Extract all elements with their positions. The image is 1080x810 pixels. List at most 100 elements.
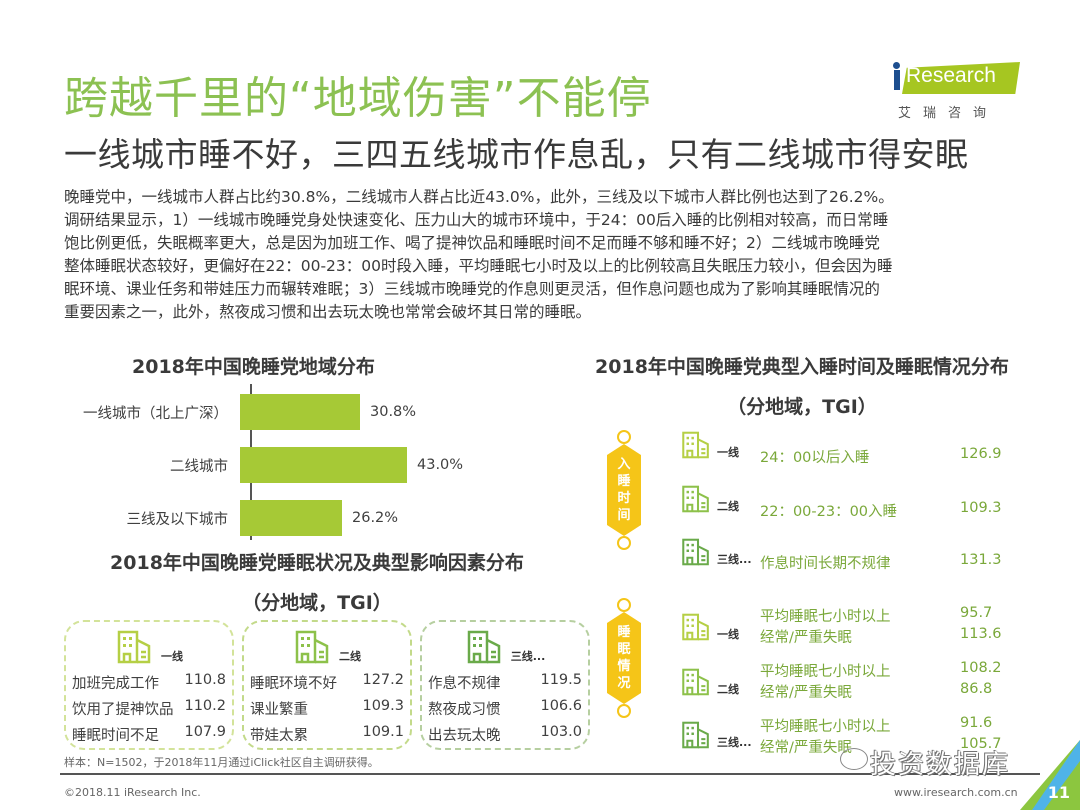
sleep-time-value: 131.3 [960,552,1002,568]
copyright: ©2018.11 iResearch Inc. [64,786,201,799]
logo-text: Research [906,64,996,87]
sleep-status-row-tier3: 三线... [680,718,761,752]
badge-char: 眠 [617,642,631,657]
bar-label: 一线城市（北上广深） [83,405,228,422]
summary-paragraph: 晚睡党中，一线城市人群占比约30.8%，二线城市人群占比近43.0%，此外，三线… [64,186,1024,324]
building-icon [295,630,329,664]
sleep-status-value: 108.2 [960,660,1002,676]
card-header: 三线... [422,630,588,664]
sleep-time-label: 24：00以后入睡 [760,450,870,466]
logo-cn: 艾瑞咨询 [898,106,999,121]
region-chart-title: 2018年中国晚睡党地域分布 [132,356,375,378]
bar-row-tier2: 二线城市 43.0% [60,447,463,483]
sleep-status-row-tier2: 二线 [680,665,761,699]
factor-value: 119.5 [540,672,582,688]
building-icon [682,613,709,641]
badge-char: 情 [617,659,631,674]
paragraph-line: 眠环境、课业任务和带娃压力而辗转难眠；3）三线城市晚睡党的作息则更灵活，但作息问… [64,280,880,298]
iresearch-logo: Research 艾瑞咨询 [892,62,1027,122]
factor-label: 课业繁重 [250,702,308,718]
factor-card-tier3: 三线... 作息不规律 119.5 熬夜成习惯 106.6 出去玩太晚 103.0 [420,620,590,750]
tier-label: 二线 [339,650,361,663]
bar-label: 二线城市 [170,458,228,475]
factor-card-tier2: 二线 睡眠环境不好 127.2 课业繁重 109.3 带娃太累 109.1 [242,620,412,750]
building-icon [682,431,709,459]
sleep-status-value: 91.6 [960,715,993,731]
sleep-time-row-tier2: 二线 [680,482,761,516]
building-icon [467,630,500,664]
page-number: 11 [1047,783,1070,802]
logo-badge [902,62,1020,94]
factor-row: 带娃太累 109.1 [250,724,404,745]
logo-i-icon [894,70,900,90]
bar-tier2 [240,447,407,483]
badge-body: 入 睡 时 间 [607,444,641,536]
badge-char: 时 [617,491,631,506]
bar-row-tier3: 三线及以下城市 26.2% [60,500,398,536]
tier-label: 一线 [161,650,183,663]
tier-label: 二线 [717,500,739,513]
building-icon [682,668,709,696]
sleep-time-value: 109.3 [960,500,1002,516]
sleep-chart-title: 2018年中国晚睡党典型入睡时间及睡眠情况分布 [595,356,1009,378]
factor-label: 饮用了提神饮品 [72,702,174,718]
badge-ring [617,536,631,550]
sleep-status-value: 105.7 [960,736,1002,752]
factor-label: 睡眠环境不好 [250,676,337,692]
factor-label: 熬夜成习惯 [428,702,501,718]
factor-value: 107.9 [184,724,226,740]
sample-note: 样本：N=1502，于2018年11月通过iClick社区自主调研获得。 [64,756,379,769]
sleep-status-row-tier1: 一线 [680,610,761,644]
badge-char: 间 [617,508,631,523]
factor-label: 出去玩太晚 [428,728,501,744]
paragraph-line: 重要因素之一，此外，熬夜成习惯和出去玩太晚也常常会破坏其日常的睡眠。 [64,303,592,321]
factor-value: 110.8 [184,672,226,688]
sleep-status-label: 经常/严重失眠 [760,630,852,646]
sleep-status-label: 经常/严重失眠 [760,685,852,701]
bar-tier3 [240,500,342,536]
factors-chart-subtitle: （分地域，TGI） [242,592,392,614]
factor-label: 睡眠时间不足 [72,728,159,744]
bar-label: 三线及以下城市 [126,511,229,528]
badge-char: 睡 [617,625,631,640]
paragraph-line: 饱比例更低，失眠概率更大，总是因为加班工作、喝了提神饮品和睡眠时间不足而睡不够和… [64,234,880,252]
paragraph-line: 整体睡眠状态较好，更偏好在22：00-23：00时段入睡，平均睡眠七小时及以上的… [64,257,893,275]
bar-value: 26.2% [352,510,399,526]
sleep-time-row-tier3: 三线... [680,535,761,569]
badge-char: 睡 [617,474,631,489]
paragraph-line: 晚睡党中，一线城市人群占比约30.8%，二线城市人群占比近43.0%，此外，三线… [64,188,894,206]
factor-row: 作息不规律 119.5 [428,672,582,693]
badge-body: 睡 眠 情 况 [607,612,641,704]
badge-char: 入 [617,457,631,472]
factor-label: 带娃太累 [250,728,308,744]
badge-sleep-status: 睡 眠 情 况 [606,598,642,718]
factor-row: 睡眠时间不足 107.9 [72,724,226,745]
watermark: 投资数据库 [870,750,1011,780]
badge-sleep-time: 入 睡 时 间 [606,430,642,550]
sleep-status-label: 平均睡眠七小时以上 [760,719,891,735]
page-subtitle: 一线城市睡不好，三四五线城市作息乱，只有二线城市得安眠 [64,135,969,174]
bar-value: 43.0% [417,457,464,473]
sleep-time-row-tier1: 一线 [680,428,761,462]
factor-row: 出去玩太晚 103.0 [428,724,582,745]
factor-label: 加班完成工作 [72,676,159,692]
factor-row: 饮用了提神饮品 110.2 [72,698,226,719]
building-icon [117,630,151,664]
badge-char: 况 [617,676,631,691]
sleep-status-label: 平均睡眠七小时以上 [760,664,891,680]
factor-card-tier1: 一线 加班完成工作 110.8 饮用了提神饮品 110.2 睡眠时间不足 107.9 [64,620,234,750]
sleep-status-value: 113.6 [960,626,1002,642]
tier-label: 三线... [717,736,752,749]
factor-value: 110.2 [184,698,226,714]
bar-value: 30.8% [370,404,417,420]
wechat-icon [840,748,868,770]
bar-tier1 [240,394,360,430]
factor-value: 103.0 [540,724,582,740]
page-title: 跨越千里的“地域伤害”不能停 [64,73,652,124]
badge-ring [617,430,631,444]
building-icon [682,485,709,513]
footer-url: www.iresearch.com.cn [894,786,1018,799]
tier-label: 三线... [510,650,546,663]
badge-ring [617,598,631,612]
sleep-chart-subtitle: （分地域，TGI） [727,396,877,418]
